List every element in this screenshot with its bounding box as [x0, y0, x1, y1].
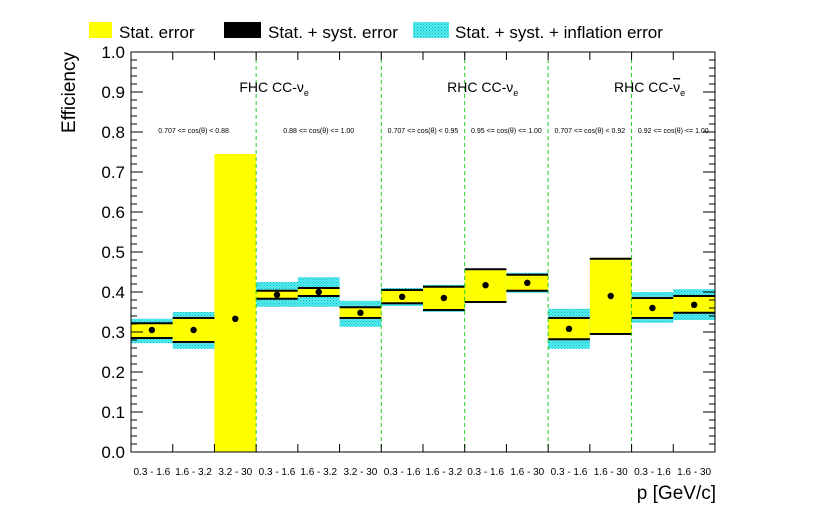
x-tick-label: 0.3 - 1.6	[634, 467, 671, 478]
efficiency-point	[607, 292, 614, 300]
y-tick-label: 0.0	[101, 443, 125, 462]
efficiency-point	[190, 326, 197, 334]
y-tick-label: 0.2	[101, 363, 125, 382]
cos-theta-label: 0.92 <= cos(θ) <= 1.00	[638, 128, 709, 135]
y-axis-title: Efficiency	[59, 52, 80, 133]
x-tick-label: 1.6 - 30	[677, 467, 711, 478]
efficiency-point	[315, 288, 322, 296]
efficiency-point	[565, 325, 573, 332]
legend-label-stat: Stat. error	[119, 23, 195, 42]
x-tick-label: 1.6 - 30	[594, 467, 628, 478]
legend-swatch-stat	[89, 22, 112, 38]
y-tick-label: 0.5	[101, 243, 125, 262]
plot-area: 0.3 - 1.6 1.6 - 3.2 3.2 - 30 0.3 - 1.6 1.6 -…	[101, 43, 716, 478]
efficiency-point	[690, 301, 698, 308]
x-tick-label: 1.6 - 3.2	[300, 467, 337, 478]
x-tick-label: 0.3 - 1.6	[467, 467, 504, 478]
x-tick-label: 1.6 - 3.2	[426, 467, 463, 478]
legend-swatch-syst	[224, 22, 261, 38]
x-tick-label: 0.3 - 1.6	[259, 467, 296, 478]
legend-label-inflation: Stat. + syst. + inflation error	[455, 23, 663, 42]
efficiency-point	[357, 309, 364, 316]
y-tick-label: 0.6	[101, 203, 125, 222]
efficiency-point	[524, 279, 531, 286]
efficiency-point	[273, 291, 281, 298]
cos-theta-label: 0.707 <= cos(θ) < 0.88	[158, 128, 229, 135]
y-tick-label: 0.7	[101, 163, 125, 182]
y-tick-label: 0.8	[101, 123, 125, 142]
y-tick-label: 0.3	[101, 323, 125, 342]
legend-label-syst: Stat. + syst. error	[268, 23, 398, 42]
cos-theta-label: 0.707 <= cos(θ) < 0.92	[555, 128, 626, 135]
y-tick-label: 0.9	[101, 83, 125, 102]
legend: Stat. error Stat. + syst. error Stat. + …	[89, 22, 663, 42]
cos-theta-label: 0.88 <= cos(θ) <= 1.00	[283, 128, 354, 135]
group-label: RHC CC-νe	[614, 79, 685, 98]
x-tick-label: 0.3 - 1.6	[384, 467, 421, 478]
cos-theta-label: 0.707 <= cos(θ) < 0.95	[388, 128, 459, 135]
x-tick-label: 0.3 - 1.6	[134, 467, 171, 478]
efficiency-point	[232, 315, 239, 322]
group-label: RHC CC-νe	[447, 79, 518, 98]
efficiency-point	[440, 294, 448, 302]
efficiency-point	[482, 282, 489, 289]
y-tick-label: 0.4	[101, 283, 125, 302]
cos-theta-label: 0.95 <= cos(θ) <= 1.00	[471, 128, 542, 135]
x-axis-title: p [GeV/c]	[637, 483, 716, 504]
efficiency-point	[398, 293, 406, 300]
x-tick-label: 1.6 - 30	[510, 467, 544, 478]
y-tick-label: 0.1	[101, 403, 125, 422]
legend-swatch-inflation	[413, 22, 449, 38]
y-tick-label: 1.0	[101, 43, 125, 62]
x-tick-label: 1.6 - 3.2	[175, 467, 212, 478]
x-tick-label: 0.3 - 1.6	[551, 467, 588, 478]
stat-error-band	[214, 154, 257, 452]
efficiency-point	[148, 326, 156, 334]
group-label: FHC CC-νe	[239, 79, 309, 98]
x-tick-label: 3.2 - 30	[218, 467, 252, 478]
x-tick-label: 3.2 - 30	[343, 467, 377, 478]
efficiency-point	[649, 304, 656, 312]
